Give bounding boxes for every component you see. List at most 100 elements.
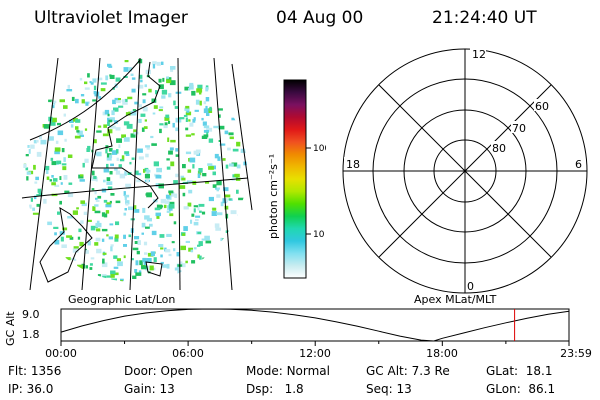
- emission-dot: [123, 212, 127, 216]
- emission-dot: [54, 232, 57, 236]
- emission-dot: [59, 231, 65, 235]
- emission-dot: [145, 193, 151, 196]
- emission-dot: [80, 174, 84, 177]
- emission-dot: [119, 158, 125, 162]
- emission-dot: [67, 154, 73, 158]
- emission-dot: [126, 123, 133, 129]
- flt-label: Flt:: [8, 364, 27, 378]
- emission-dot: [199, 255, 202, 260]
- emission-dot: [54, 150, 60, 155]
- emission-dot: [219, 143, 226, 146]
- emission-dot: [205, 105, 208, 109]
- emission-dot: [67, 192, 74, 198]
- emission-dot: [231, 117, 237, 121]
- emission-dot: [153, 257, 157, 263]
- emission-dot: [64, 190, 70, 194]
- emission-dot: [188, 119, 191, 122]
- emission-dot: [202, 173, 207, 177]
- colorbar-scale: [283, 79, 307, 279]
- polar-mlat-mlt-plot: 12 18 6 0 60 70 80: [342, 47, 588, 294]
- geographic-panel-label: Geographic Lat/Lon: [68, 293, 176, 306]
- emission-dot: [144, 215, 150, 220]
- emission-dot: [124, 171, 127, 176]
- emission-dot: [121, 99, 126, 103]
- x-tick-label-1800: 18:00: [426, 347, 458, 360]
- emission-dot: [141, 222, 146, 228]
- emission-dot: [186, 180, 193, 183]
- emission-dot: [146, 178, 149, 183]
- emission-dot: [197, 173, 201, 178]
- emission-dot: [136, 172, 142, 176]
- colorbar-tick-label-10: 10: [313, 230, 325, 240]
- emission-dot: [111, 110, 115, 116]
- emission-dot: [95, 222, 102, 228]
- emission-dot: [94, 210, 101, 214]
- emission-dot: [51, 100, 57, 104]
- emission-dot: [191, 90, 196, 96]
- emission-dot: [61, 148, 65, 153]
- emission-dot: [50, 157, 54, 161]
- emission-dot: [102, 133, 109, 137]
- emission-dot: [144, 84, 147, 88]
- emission-dot: [206, 111, 210, 116]
- emission-dot: [102, 252, 107, 255]
- emission-dot: [125, 183, 132, 187]
- emission-dot: [109, 125, 116, 129]
- emission-dot: [155, 90, 158, 95]
- emission-dot: [25, 167, 29, 171]
- mlt-label-18: 18: [346, 158, 360, 171]
- emission-dot: [182, 263, 186, 268]
- flt-value: 1356: [30, 364, 62, 378]
- emission-dot: [166, 263, 170, 269]
- emission-dot: [114, 272, 119, 276]
- emission-dot: [124, 208, 127, 211]
- emission-dot: [98, 96, 102, 99]
- emission-dot: [245, 183, 247, 188]
- emission-dot: [236, 164, 241, 169]
- emission-dot: [118, 105, 124, 108]
- emission-dot: [206, 127, 213, 132]
- emission-dot: [79, 134, 84, 137]
- emission-dot: [116, 258, 121, 262]
- emission-dot: [125, 153, 130, 156]
- emission-dot: [32, 212, 39, 215]
- emission-dot: [89, 263, 93, 266]
- emission-dot: [118, 144, 121, 148]
- emission-dot: [96, 151, 102, 157]
- emission-dot: [90, 82, 94, 85]
- emission-dot: [89, 267, 93, 270]
- seq-value: 13: [396, 382, 412, 396]
- emission-dot: [87, 219, 92, 222]
- emission-dot: [151, 230, 157, 236]
- emission-dot: [212, 184, 217, 188]
- emission-dot: [158, 84, 164, 89]
- emission-dot: [166, 79, 172, 84]
- emission-dot: [146, 258, 152, 263]
- mode-label: Mode:: [246, 364, 283, 378]
- emission-dot: [146, 217, 152, 222]
- emission-dot: [83, 211, 87, 215]
- emission-dot: [87, 73, 90, 78]
- colorbar-unit-label: photon cm⁻²s⁻¹: [267, 154, 280, 239]
- door-label: Door:: [124, 364, 157, 378]
- emission-dot: [36, 203, 40, 207]
- emission-dot: [53, 226, 59, 229]
- colorbar: photon cm⁻²s⁻¹ 100 10: [267, 79, 326, 279]
- emission-dot: [165, 194, 170, 199]
- emission-dot: [138, 118, 142, 123]
- geographic-image-panel: [21, 57, 253, 291]
- status-seq: Seq: 13: [366, 382, 412, 396]
- emission-dot: [236, 189, 239, 194]
- emission-dot: [78, 228, 82, 233]
- emission-dot: [34, 181, 38, 184]
- emission-dot: [134, 101, 139, 105]
- emission-dot: [229, 163, 234, 167]
- orbit-altitude-chart: GC Alt 9.0 1.8 00:00 06:00 12:00 18:00 2…: [4, 308, 592, 360]
- emission-dot: [140, 79, 143, 83]
- emission-dot: [123, 234, 126, 239]
- emission-dot: [173, 248, 176, 252]
- emission-dot: [107, 129, 113, 134]
- emission-dot: [143, 126, 148, 129]
- emission-dot: [160, 261, 164, 264]
- emission-dot: [142, 99, 146, 104]
